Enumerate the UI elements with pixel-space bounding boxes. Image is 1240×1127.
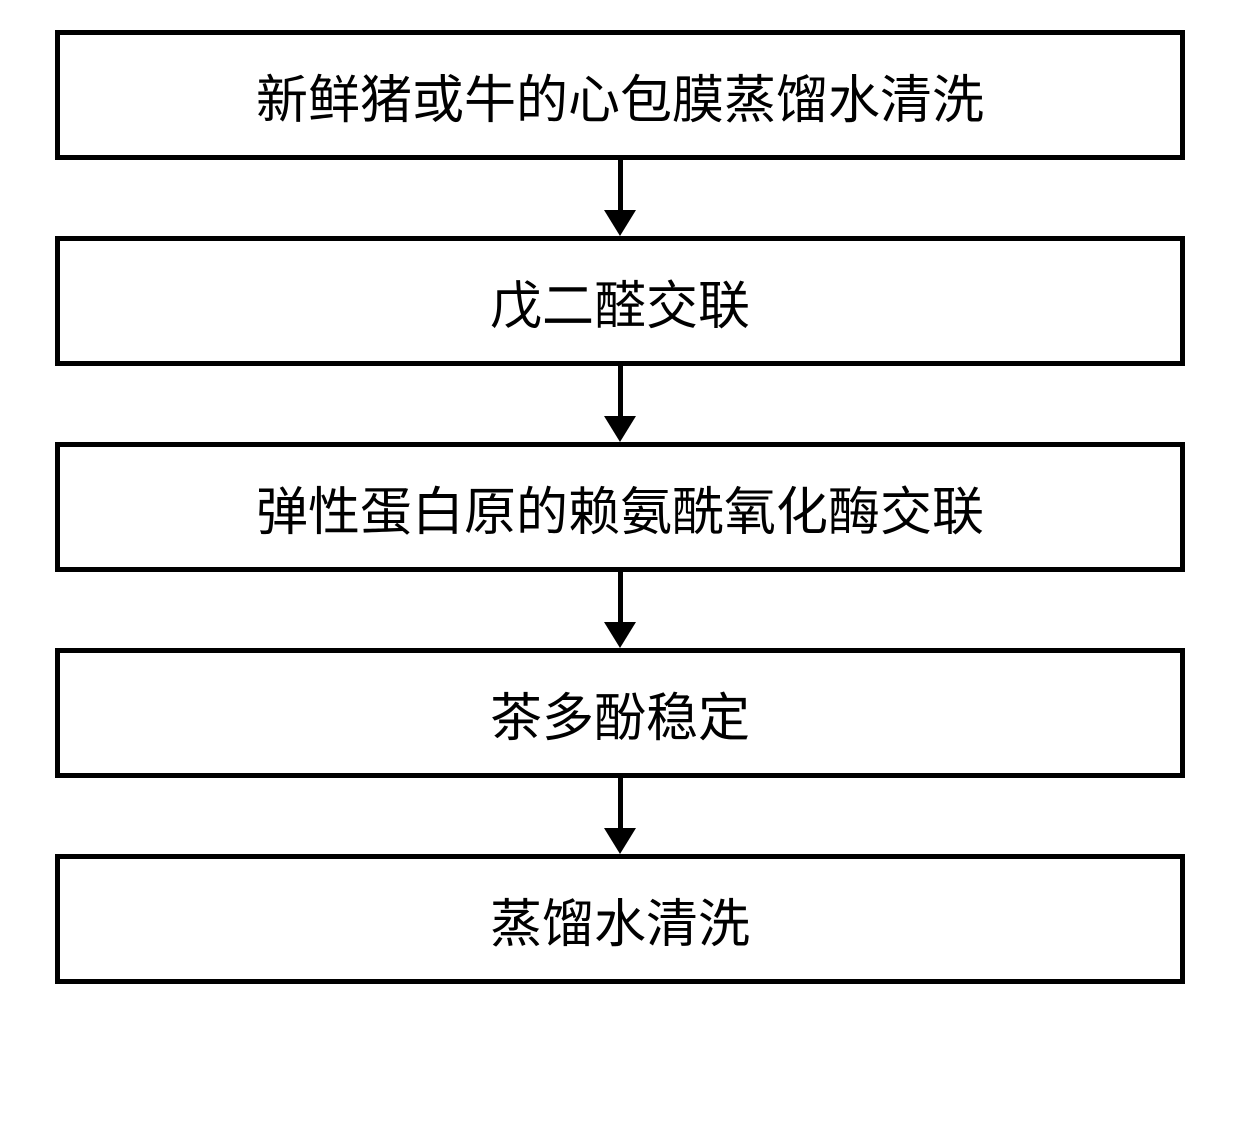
process-step-1-label: 新鲜猪或牛的心包膜蒸馏水清洗: [256, 58, 984, 133]
arrow-head-3: [604, 622, 636, 648]
arrow-1: [604, 160, 636, 236]
arrow-line-4: [618, 778, 623, 828]
arrow-head-2: [604, 416, 636, 442]
process-step-5: 蒸馏水清洗: [55, 854, 1185, 984]
process-step-1: 新鲜猪或牛的心包膜蒸馏水清洗: [55, 30, 1185, 160]
arrow-line-1: [618, 160, 623, 210]
arrow-line-2: [618, 366, 623, 416]
process-step-3-label: 弹性蛋白原的赖氨酰氧化酶交联: [256, 470, 984, 545]
process-step-4: 茶多酚稳定: [55, 648, 1185, 778]
process-step-2: 戊二醛交联: [55, 236, 1185, 366]
flowchart-container: 新鲜猪或牛的心包膜蒸馏水清洗 戊二醛交联 弹性蛋白原的赖氨酰氧化酶交联 茶多酚稳…: [0, 30, 1240, 984]
process-step-5-label: 蒸馏水清洗: [490, 882, 750, 957]
process-step-3: 弹性蛋白原的赖氨酰氧化酶交联: [55, 442, 1185, 572]
arrow-2: [604, 366, 636, 442]
process-step-2-label: 戊二醛交联: [490, 264, 750, 339]
arrow-line-3: [618, 572, 623, 622]
arrow-head-4: [604, 828, 636, 854]
arrow-4: [604, 778, 636, 854]
arrow-head-1: [604, 210, 636, 236]
arrow-3: [604, 572, 636, 648]
process-step-4-label: 茶多酚稳定: [490, 676, 750, 751]
